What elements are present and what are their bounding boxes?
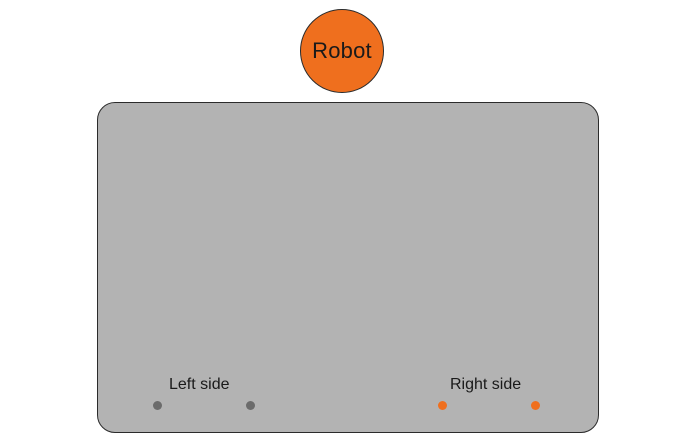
right-side-marker-2 — [531, 401, 540, 410]
left-side-marker-1 — [153, 401, 162, 410]
right-side-label: Right side — [450, 376, 522, 393]
left-side-marker-2 — [246, 401, 255, 410]
robot-circle: Robot — [300, 9, 384, 93]
left-side-label: Left side — [169, 376, 230, 393]
robot-label: Robot — [312, 38, 372, 63]
right-side-marker-1 — [438, 401, 447, 410]
board-area: Left side Right side — [97, 102, 599, 433]
